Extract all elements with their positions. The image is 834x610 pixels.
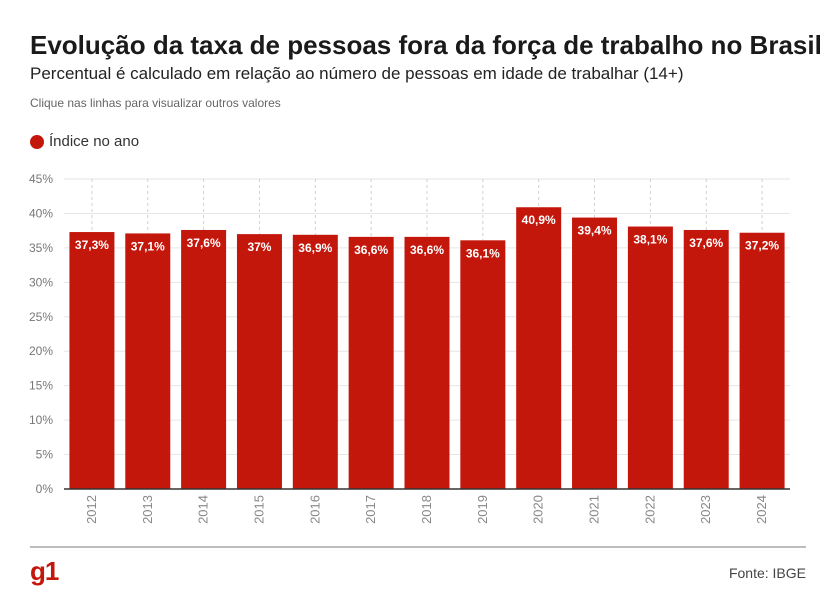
x-tick-label: 2024: [754, 495, 769, 524]
source-text: Fonte: IBGE: [728, 565, 806, 581]
bar-value-label: 36,9%: [298, 241, 332, 255]
bar-value-label: 37,6%: [689, 236, 723, 250]
bar-value-label: 37,3%: [75, 238, 109, 252]
bar[interactable]: [125, 233, 171, 489]
x-tick-label: 2013: [140, 495, 155, 524]
bar-value-label: 40,9%: [522, 213, 556, 227]
chart-title: Evolução da taxa de pessoas fora da forç…: [30, 30, 822, 60]
bar[interactable]: [236, 234, 282, 489]
y-tick-label: 40%: [29, 206, 53, 220]
bar[interactable]: [739, 232, 785, 489]
x-tick-label: 2021: [587, 495, 602, 524]
bar-value-label: 36,1%: [466, 246, 500, 260]
legend-dot-icon: [30, 134, 44, 149]
footer-divider: [30, 546, 806, 548]
bar[interactable]: [460, 240, 506, 489]
chart-subtitle: Percentual é calculado em relação ao núm…: [30, 64, 684, 83]
y-tick-label: 10%: [29, 413, 53, 427]
x-tick-label: 2012: [84, 495, 99, 524]
bar-value-label: 37,1%: [131, 239, 165, 253]
y-tick-label: 25%: [29, 310, 53, 324]
bar-value-label: 37%: [247, 240, 271, 254]
g1-logo: g1: [30, 556, 59, 586]
bar[interactable]: [627, 226, 673, 490]
y-tick-label: 5%: [36, 448, 54, 462]
x-tick-label: 2016: [307, 495, 322, 524]
y-tick-label: 45%: [29, 172, 53, 186]
bar[interactable]: [572, 217, 618, 490]
bar[interactable]: [404, 236, 450, 489]
y-tick-label: 35%: [29, 241, 53, 255]
bar[interactable]: [683, 229, 729, 489]
y-tick-label: 30%: [29, 275, 53, 289]
chart-note: Clique nas linhas para visualizar outros…: [30, 96, 281, 110]
bar[interactable]: [181, 229, 227, 489]
x-tick-label: 2019: [475, 495, 490, 524]
x-tick-label: 2020: [531, 495, 546, 524]
legend-label: Índice no ano: [49, 133, 140, 150]
bar[interactable]: [348, 236, 394, 489]
x-tick-label: 2015: [251, 495, 266, 524]
bar-value-label: 36,6%: [354, 243, 388, 257]
x-tick-label: 2014: [196, 495, 211, 524]
x-tick-label: 2022: [642, 495, 657, 524]
y-tick-label: 0%: [36, 482, 54, 496]
legend[interactable]: Índice no ano: [30, 133, 139, 150]
x-tick-label: 2023: [698, 495, 713, 524]
bar-chart: 0% 5% 10% 15% 20% 25% 30% 35% 40% 45% 37,3% 2012 37,…: [29, 172, 790, 524]
bar[interactable]: [292, 234, 338, 489]
x-tick-label: 2018: [419, 495, 434, 524]
bar-value-label: 37,6%: [187, 236, 221, 250]
bar-value-label: 39,4%: [578, 224, 612, 238]
bar[interactable]: [516, 207, 562, 489]
bar-value-label: 36,6%: [410, 243, 444, 257]
y-tick-label: 20%: [29, 344, 53, 358]
y-tick-label: 15%: [29, 379, 53, 393]
x-tick-label: 2017: [363, 495, 378, 524]
bar-value-label: 37,2%: [745, 239, 779, 253]
bar[interactable]: [69, 232, 115, 490]
bar-value-label: 38,1%: [633, 233, 667, 247]
